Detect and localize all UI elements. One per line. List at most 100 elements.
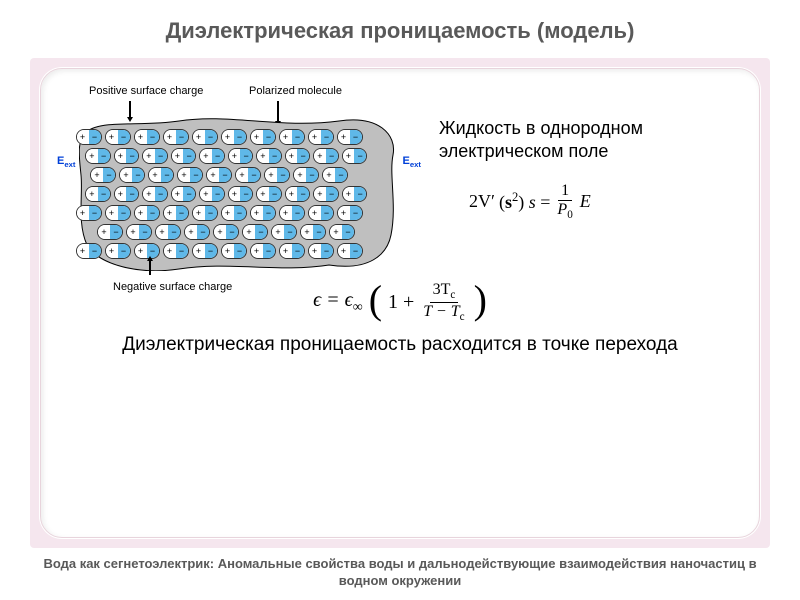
plus-icon: +: [115, 187, 127, 201]
molecule: +−: [85, 148, 111, 164]
slide: Диэлектрическая проницаемость (модель) P…: [0, 0, 800, 600]
eext-sub-r: ext: [410, 160, 421, 169]
eq1-tail: E: [580, 191, 591, 212]
eq2-den-sub: c: [460, 311, 465, 323]
molecule-row: +−+−+−+−+−+−+−+−+−+−: [85, 186, 367, 202]
minus-icon: −: [234, 244, 246, 258]
plus-icon: +: [229, 149, 241, 163]
plus-icon: +: [280, 206, 292, 220]
plus-icon: +: [338, 130, 350, 144]
plus-icon: +: [257, 149, 269, 163]
molecule: +−: [177, 167, 203, 183]
minus-icon: −: [132, 168, 144, 182]
minus-icon: −: [118, 244, 130, 258]
plus-icon: +: [286, 149, 298, 163]
plus-icon: +: [172, 149, 184, 163]
molecule-grid: +−+−+−+−+−+−+−+−+−+−+−+−+−+−+−+−+−+−+−+−…: [71, 129, 367, 257]
diagram: Positive surface charge Polarized molecu…: [59, 83, 419, 275]
molecule: +−: [250, 243, 276, 259]
minus-icon: −: [342, 225, 354, 239]
minus-icon: −: [321, 130, 333, 144]
plus-icon: +: [286, 187, 298, 201]
eq1-num: 1: [558, 182, 572, 201]
molecule: +−: [114, 186, 140, 202]
molecule: +−: [105, 243, 131, 259]
plus-icon: +: [135, 206, 147, 220]
molecule: +−: [163, 205, 189, 221]
eq1-den-a: P: [557, 201, 567, 218]
molecule: +−: [293, 167, 319, 183]
minus-icon: −: [176, 130, 188, 144]
molecule: +−: [76, 129, 102, 145]
minus-icon: −: [212, 149, 224, 163]
molecule: +−: [235, 167, 261, 183]
minus-icon: −: [292, 244, 304, 258]
plus-icon: +: [222, 244, 234, 258]
molecule: +−: [285, 186, 311, 202]
molecule: +−: [148, 167, 174, 183]
minus-icon: −: [326, 149, 338, 163]
eq1-den: P0: [554, 201, 575, 222]
minus-icon: −: [335, 168, 347, 182]
minus-icon: −: [240, 149, 252, 163]
molecule: +−: [337, 205, 363, 221]
plus-icon: +: [314, 149, 326, 163]
eext-right-label: Eext: [403, 155, 421, 169]
minus-icon: −: [255, 225, 267, 239]
molecule: +−: [142, 148, 168, 164]
molecule: +−: [199, 186, 225, 202]
minus-icon: −: [240, 187, 252, 201]
plus-icon: +: [280, 244, 292, 258]
minus-icon: −: [190, 168, 202, 182]
minus-icon: −: [297, 187, 309, 201]
upper-row: Positive surface charge Polarized molecu…: [59, 83, 741, 275]
eq2-lhs: ϵ = ϵ∞: [313, 289, 363, 316]
minus-icon: −: [248, 168, 260, 182]
minus-icon: −: [321, 244, 333, 258]
molecule: +−: [105, 205, 131, 221]
paren-left-icon: (: [369, 282, 382, 318]
eext-symbol-r: E: [403, 155, 410, 167]
equation-2: ϵ = ϵ∞ ( 1 + 3Tc T − Tc ): [313, 281, 487, 323]
equation-1: 2V′ (s2) s = 1 P0 E: [469, 182, 741, 221]
eq2-one-plus: 1 +: [388, 291, 414, 314]
minus-icon: −: [103, 168, 115, 182]
molecule: +−: [171, 148, 197, 164]
minus-icon: −: [197, 225, 209, 239]
plus-icon: +: [343, 187, 355, 201]
plus-icon: +: [135, 130, 147, 144]
plus-icon: +: [200, 187, 212, 201]
minus-icon: −: [183, 149, 195, 163]
molecule: +−: [134, 205, 160, 221]
plus-icon: +: [207, 168, 219, 182]
molecule: +−: [242, 224, 268, 240]
plus-icon: +: [143, 149, 155, 163]
molecule: +−: [163, 243, 189, 259]
molecule: +−: [114, 148, 140, 164]
molecule: +−: [119, 167, 145, 183]
minus-icon: −: [306, 168, 318, 182]
plus-icon: +: [178, 168, 190, 182]
eq2-num: 3Tc: [430, 281, 459, 303]
eq2-num-a: 3T: [433, 281, 451, 298]
plus-icon: +: [164, 206, 176, 220]
molecule: +−: [313, 148, 339, 164]
plus-icon: +: [222, 206, 234, 220]
molecule-row: +−+−+−+−+−+−+−+−+−+−: [71, 129, 367, 145]
eq2-lhs-sub: ∞: [353, 300, 363, 315]
molecule: +−: [192, 243, 218, 259]
plus-icon: +: [115, 149, 127, 163]
minus-icon: −: [205, 206, 217, 220]
minus-icon: −: [118, 206, 130, 220]
minus-icon: −: [98, 187, 110, 201]
molecule: +−: [342, 148, 368, 164]
molecule: +−: [192, 205, 218, 221]
minus-icon: −: [98, 149, 110, 163]
footer-text: Вода как сегнетоэлектрик: Аномальные сво…: [30, 556, 770, 590]
plus-icon: +: [135, 244, 147, 258]
minus-icon: −: [155, 149, 167, 163]
minus-icon: −: [89, 206, 101, 220]
minus-icon: −: [89, 244, 101, 258]
page-title: Диэлектрическая проницаемость (модель): [30, 18, 770, 44]
molecule: +−: [313, 186, 339, 202]
